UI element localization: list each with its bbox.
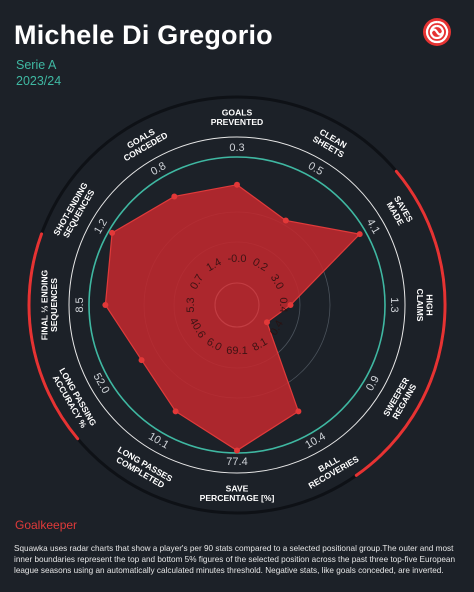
inner-value-label: 69.1 [226,345,247,357]
inner-value-label: -0.0 [228,253,247,265]
data-point-7 [234,447,240,454]
outer-value-label: 0.3 [229,142,244,154]
axis-label-line: SAVE [226,484,249,494]
outer-boundary-ring [68,136,406,474]
axis-label: SHOT-ENDINGSEQUENCES [51,180,98,242]
axis-label: CLEANSHEETS [311,126,351,160]
axis-label: SAVESMADE [384,194,415,229]
data-point-6 [295,408,302,415]
axis-label-line: HIGH [424,294,434,315]
outer-value-label: 1.3 [388,297,400,312]
axis-label: SAVE PERCENTAGE [%] [200,484,275,503]
axis-label: HIGHCLAIMS [415,289,434,322]
outer-accent-arc-left [27,232,80,441]
data-point-8 [172,408,179,415]
axis-label: FINAL ⅓ ENDINGSEQUENCES [40,269,59,340]
inner-value-label: 0.4 [277,297,289,312]
footnote: Squawka uses radar charts that show a pl… [14,544,456,575]
axis-label-line: SEQUENCES [49,278,59,332]
axis-label-line: FINAL ⅓ ENDING [40,269,50,340]
data-point-11 [109,229,116,236]
outer-value-label: 8.5 [74,297,86,312]
outer-accent-arc-right [354,169,447,477]
data-point-2 [282,217,289,224]
data-point-10 [102,302,109,308]
position-label: Goalkeeper [15,518,78,532]
squawka-logo-icon [423,18,451,46]
season-label: 2023/24 [16,74,62,88]
data-point-9 [138,357,145,364]
axis-label-line: PREVENTED [211,117,264,127]
player-area [104,184,361,452]
data-point-12 [171,193,178,200]
data-point-3 [356,231,363,238]
outer-value-label: 77.4 [226,456,247,468]
data-point-1 [234,181,240,188]
axis-label: GOALS PREVENTED [211,108,264,127]
axis-label: LONG PASSESCOMPLETED [111,444,174,492]
axis-label-line: PERCENTAGE [%] [200,493,275,503]
data-point-5 [263,319,270,326]
league-label: Serie A [16,58,57,72]
data-point-4 [287,302,294,308]
player-name: Michele Di Gregorio [14,20,273,50]
axis-label-line: CLAIMS [415,289,425,322]
inner-value-label: 5.3 [185,297,197,312]
axis-label: BALLRECOVERIES [302,446,361,491]
axis-label-line: GOALS [222,108,253,118]
